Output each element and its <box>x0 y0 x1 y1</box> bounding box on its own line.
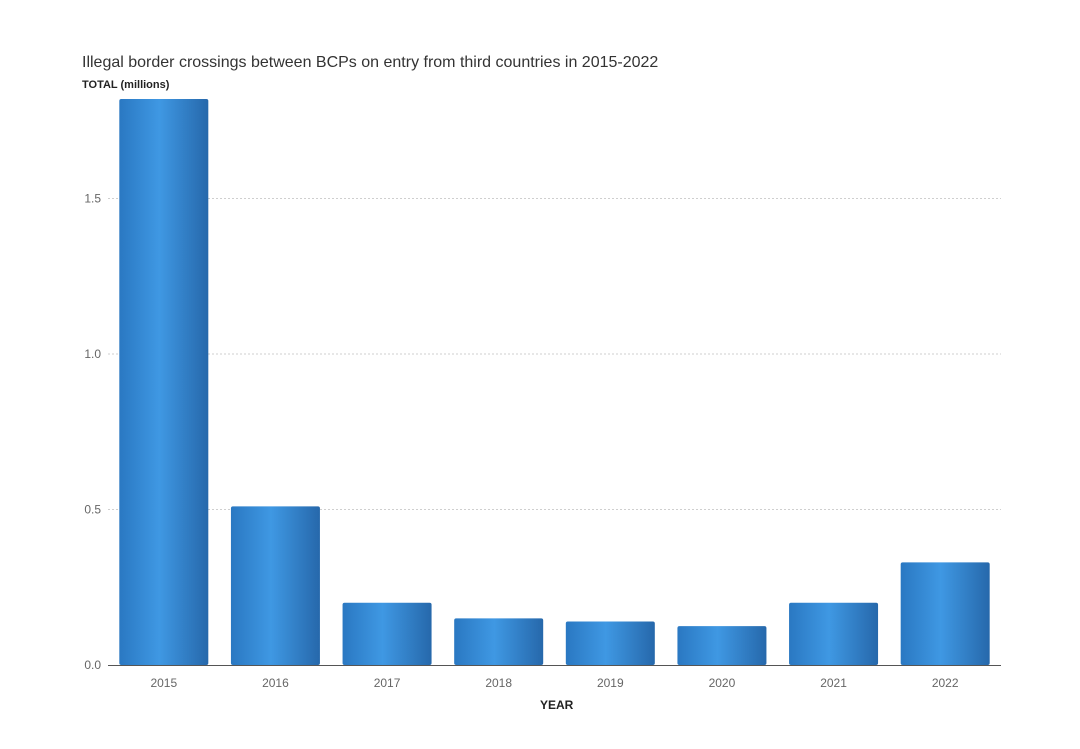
x-tick-label: 2021 <box>820 676 847 690</box>
y-axis-label-unit: (millions) <box>120 79 170 91</box>
bar-2018[interactable] <box>454 618 544 665</box>
bar-2020[interactable] <box>677 626 767 665</box>
chart-title: Illegal border crossings between BCPs on… <box>82 54 659 71</box>
bar-2017[interactable] <box>342 602 432 665</box>
bar-2016[interactable] <box>230 506 320 665</box>
grid-lines <box>108 198 1001 510</box>
x-tick-label: 2016 <box>262 676 289 690</box>
y-ticks: 0.0 0.5 1.0 1.5 <box>84 192 101 673</box>
x-tick-label: 2017 <box>374 676 401 690</box>
x-tick-label: 2015 <box>150 676 177 690</box>
y-tick-label: 1.0 <box>84 347 101 361</box>
x-axis-label: YEAR <box>540 698 574 712</box>
x-tick-label: 2019 <box>597 676 624 690</box>
bars <box>119 98 990 666</box>
y-axis-label-main: TOTAL <box>82 79 118 91</box>
x-tick-label: 2018 <box>485 676 512 690</box>
y-tick-label: 0.0 <box>84 658 101 672</box>
bar-2019[interactable] <box>565 621 655 665</box>
x-ticks: 2015 2016 2017 2018 2019 2020 2021 2022 <box>150 676 958 690</box>
bar-2021[interactable] <box>789 602 879 665</box>
y-axis-label: TOTAL (millions) <box>82 79 169 91</box>
x-tick-label: 2022 <box>932 676 959 690</box>
x-tick-label: 2020 <box>709 676 736 690</box>
bar-2015[interactable] <box>119 98 209 666</box>
y-tick-label: 1.5 <box>84 192 101 206</box>
y-tick-label: 0.5 <box>84 503 101 517</box>
bar-2022[interactable] <box>900 562 990 665</box>
